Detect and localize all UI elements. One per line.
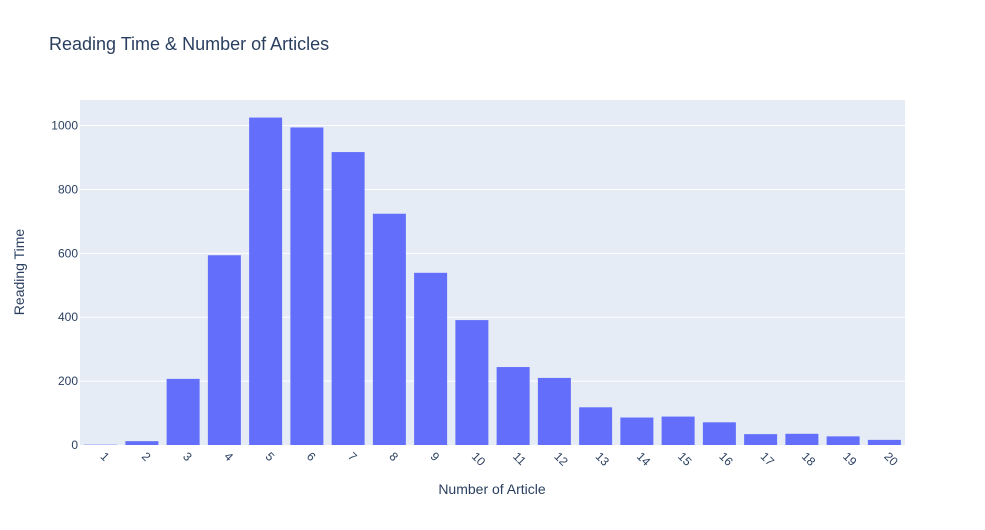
- y-tick-label: 400: [58, 310, 78, 324]
- bar-16: [703, 422, 736, 445]
- x-tick-label: 4: [221, 449, 236, 464]
- plot-background: [80, 100, 905, 445]
- chart-title: Reading Time & Number of Articles: [49, 34, 329, 54]
- bar-3: [167, 379, 200, 445]
- bar-10: [455, 320, 488, 445]
- bar-5: [249, 118, 282, 445]
- x-tick-label: 18: [799, 449, 819, 469]
- y-axis-title: Reading Time: [11, 229, 27, 316]
- bar-8: [373, 214, 406, 445]
- bar-17: [744, 434, 777, 445]
- x-tick-label: 10: [469, 449, 489, 469]
- bar-15: [662, 417, 695, 445]
- bar-11: [497, 367, 530, 445]
- x-tick-label: 7: [345, 449, 360, 464]
- x-tick-label: 9: [428, 449, 443, 464]
- bar-2: [125, 441, 158, 445]
- x-tick-label: 20: [881, 449, 901, 469]
- bar-6: [290, 127, 323, 445]
- x-tick-label: 5: [263, 449, 278, 464]
- x-tick-label: 8: [386, 449, 401, 464]
- bar-14: [620, 418, 653, 445]
- x-tick-label: 15: [675, 449, 695, 469]
- bar-9: [414, 273, 447, 445]
- y-tick-label: 800: [58, 182, 78, 196]
- bar-20: [868, 440, 901, 445]
- x-tick-label: 1: [98, 449, 113, 464]
- x-tick-label: 6: [304, 449, 319, 464]
- y-tick-label: 200: [58, 374, 78, 388]
- y-tick-label: 600: [58, 246, 78, 260]
- bar-18: [785, 434, 818, 445]
- x-tick-label: 14: [634, 449, 654, 469]
- bar-13: [579, 407, 612, 445]
- bar-7: [332, 152, 365, 445]
- x-axis-title: Number of Article: [438, 481, 546, 497]
- x-tick-label: 2: [139, 449, 154, 464]
- x-tick-label: 12: [551, 449, 571, 469]
- x-tick-label: 11: [510, 449, 529, 468]
- y-tick-label: 0: [71, 438, 78, 452]
- y-tick-label: 1000: [51, 119, 78, 133]
- x-tick-label: 19: [840, 449, 860, 469]
- x-tick-label: 16: [716, 449, 736, 469]
- bar-12: [538, 378, 571, 445]
- x-tick-label: 3: [180, 449, 195, 464]
- bar-19: [827, 436, 860, 445]
- x-tick-label: 17: [758, 449, 778, 469]
- x-tick-label: 13: [593, 449, 613, 469]
- bar-4: [208, 255, 241, 445]
- y-axis-ticks: 0 200 400 600 800 1000: [51, 119, 78, 452]
